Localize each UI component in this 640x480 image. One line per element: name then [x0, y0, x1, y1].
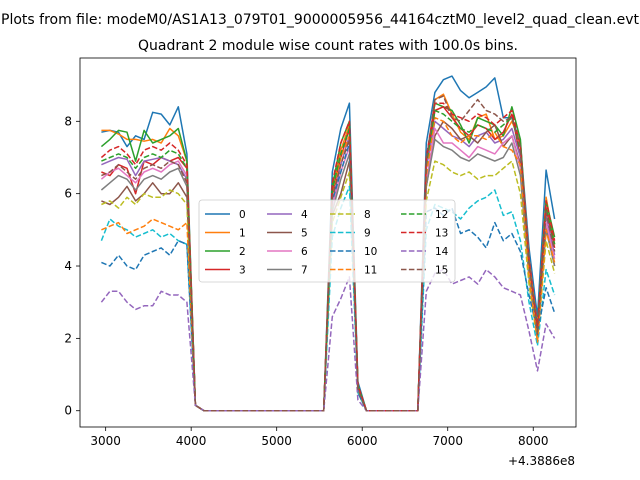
x-tick-label: 5000	[261, 434, 292, 448]
figure-suptitle: Plots from file: modeM0/AS1A13_079T01_90…	[1, 12, 639, 28]
legend-label-2: 2	[239, 246, 246, 258]
x-tick-label: 8000	[518, 434, 549, 448]
x-tick-label: 4000	[176, 434, 207, 448]
y-tick-label: 4	[64, 259, 72, 273]
legend-label-7: 7	[301, 265, 308, 277]
series-line-13	[100, 102, 556, 412]
series-line-15	[101, 95, 556, 412]
legend-label-1: 1	[239, 228, 246, 240]
legend-label-12: 12	[435, 209, 448, 221]
y-tick-label: 2	[64, 331, 72, 345]
legend-label-10: 10	[364, 246, 377, 258]
x-tick-label: 3000	[90, 434, 121, 448]
x-axis-offset-label: +4.3886e8	[508, 454, 575, 468]
series-line-9	[100, 185, 556, 412]
legend-label-0: 0	[239, 209, 246, 221]
series-line-8	[101, 160, 556, 412]
x-tick-label: 7000	[432, 434, 463, 448]
chart-title: Quadrant 2 module wise count rates with …	[138, 38, 518, 54]
legend-label-15: 15	[435, 265, 448, 277]
legend-label-6: 6	[301, 246, 308, 258]
x-tick-label: 6000	[347, 434, 378, 448]
legend-label-11: 11	[364, 265, 377, 277]
y-tick-label: 6	[64, 187, 72, 201]
plot-area	[79, 57, 577, 428]
legend-label-8: 8	[364, 209, 371, 221]
legend-label-14: 14	[435, 246, 449, 258]
legend-label-13: 13	[435, 228, 448, 240]
legend-frame	[198, 199, 456, 283]
legend-label-4: 4	[301, 209, 308, 221]
legend-label-5: 5	[301, 228, 308, 240]
legend-label-9: 9	[364, 228, 371, 240]
y-tick-label: 8	[64, 114, 72, 128]
y-tick-label: 0	[64, 404, 72, 418]
series-line-11	[101, 116, 556, 412]
axis-ticks: 3000 4000 5000 6000 7000 8000 0 2 4 6 8	[64, 114, 548, 448]
series-line-14	[100, 268, 556, 412]
axes-frame	[79, 57, 577, 428]
legend-label-3: 3	[239, 265, 246, 277]
